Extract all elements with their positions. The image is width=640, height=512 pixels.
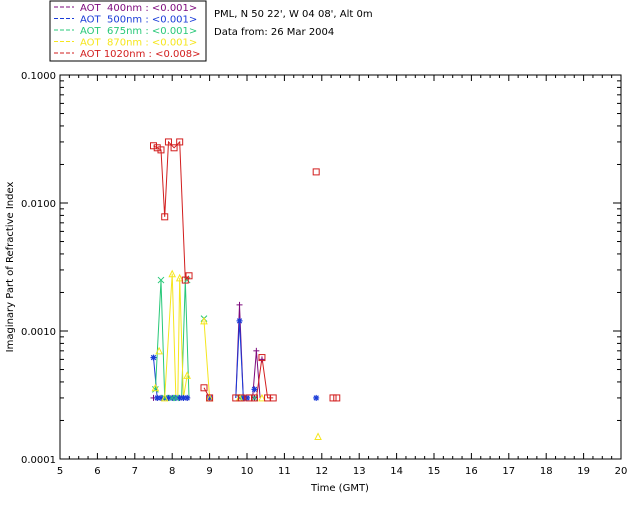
- x-tick-label: 18: [540, 466, 553, 477]
- x-tick-label: 10: [241, 466, 254, 477]
- data-point: [236, 317, 243, 324]
- series-line: [154, 280, 166, 398]
- x-tick-label: 16: [465, 466, 478, 477]
- data-point: [183, 371, 191, 379]
- series-line: [153, 140, 190, 282]
- data-point: [185, 272, 193, 280]
- data-point: [184, 394, 191, 401]
- series-line: [255, 357, 274, 399]
- data-point: [152, 386, 159, 393]
- data-point: [181, 276, 189, 284]
- data-point: [175, 273, 184, 282]
- series-line: [164, 273, 177, 398]
- data-point: [251, 394, 258, 402]
- x-tick-label: 20: [615, 466, 628, 477]
- legend-entry: AOT 870nm : <0.001>: [80, 38, 197, 49]
- data-point: [258, 354, 266, 362]
- data-point: [170, 144, 178, 152]
- data-point: [237, 394, 245, 402]
- data-point: [269, 394, 277, 402]
- y-axis-label: Imaginary Part of Refractive Index: [5, 182, 16, 353]
- legend: AOT 400nm : <0.001>AOT 500nm : <0.001>AO…: [49, 0, 207, 62]
- data-point: [258, 393, 266, 402]
- data-point: [250, 394, 258, 402]
- y-tick-label: 0.0001: [21, 455, 56, 466]
- data-point: [168, 269, 177, 278]
- data-point: [157, 276, 165, 284]
- y-axis: 0.0001 0.0010 0.0100 0.1000: [21, 71, 621, 466]
- x-tick-label: 8: [169, 466, 175, 477]
- x-tick-label: 7: [132, 466, 138, 477]
- data-point: [150, 354, 157, 361]
- x-tick-label: 9: [206, 466, 212, 477]
- data-point: [314, 432, 322, 440]
- data-point: [206, 394, 214, 402]
- data-point: [258, 356, 265, 363]
- data-point: [313, 394, 320, 401]
- series-line: [177, 277, 188, 398]
- plot-frame: [59, 74, 622, 460]
- x-tick-label: 6: [94, 466, 100, 477]
- x-tick-label: 19: [577, 466, 590, 477]
- legend-entry: AOT 1020nm : <0.008>: [80, 49, 200, 60]
- x-tick-label: 14: [390, 466, 403, 477]
- info-date: Data from: 26 Mar 2004: [214, 27, 334, 38]
- info-location: PML, N 50 22', W 04 08', Alt 0m: [214, 9, 373, 20]
- data-point: [155, 346, 163, 355]
- data-point: [329, 394, 337, 402]
- y-tick-label: 0.1000: [21, 71, 56, 82]
- x-axis: 5 6 7 8 9 10 11 12 13 14 15 16 17 18 19 20: [57, 75, 628, 477]
- data-point: [150, 142, 157, 150]
- data-point: [157, 146, 165, 154]
- data-point: [172, 394, 180, 402]
- data-point: [333, 394, 341, 402]
- data-point: [312, 168, 320, 176]
- series-markers: [150, 138, 341, 440]
- data-point: [160, 393, 169, 402]
- data-point: [183, 276, 191, 284]
- data-point: [251, 386, 258, 393]
- legend-entry: AOT 675nm : <0.001>: [80, 26, 197, 37]
- data-point: [236, 301, 243, 308]
- x-tick-label: 17: [502, 466, 515, 477]
- legend-entry: AOT 400nm : <0.001>: [80, 3, 197, 14]
- data-point: [151, 383, 160, 392]
- series-lines: [153, 140, 274, 399]
- data-point: [176, 138, 184, 146]
- data-point: [153, 144, 161, 152]
- data-point: [164, 138, 172, 146]
- x-tick-label: 11: [278, 466, 291, 477]
- x-axis-label: Time (GMT): [310, 483, 369, 494]
- data-point: [244, 394, 250, 401]
- y-tick-label: 0.0010: [21, 327, 56, 338]
- x-tick-label: 15: [428, 466, 441, 477]
- x-tick-label: 12: [315, 466, 328, 477]
- legend-entry: AOT 500nm : <0.001>: [80, 15, 197, 26]
- series-line: [203, 320, 211, 398]
- data-point: [200, 316, 208, 325]
- legend-box: [49, 0, 207, 62]
- y-tick-label: 0.0100: [21, 199, 56, 210]
- data-point: [200, 384, 208, 392]
- x-tick-label: 13: [353, 466, 366, 477]
- data-point: [161, 213, 169, 221]
- x-tick-label: 5: [57, 466, 63, 477]
- data-point: [253, 347, 260, 354]
